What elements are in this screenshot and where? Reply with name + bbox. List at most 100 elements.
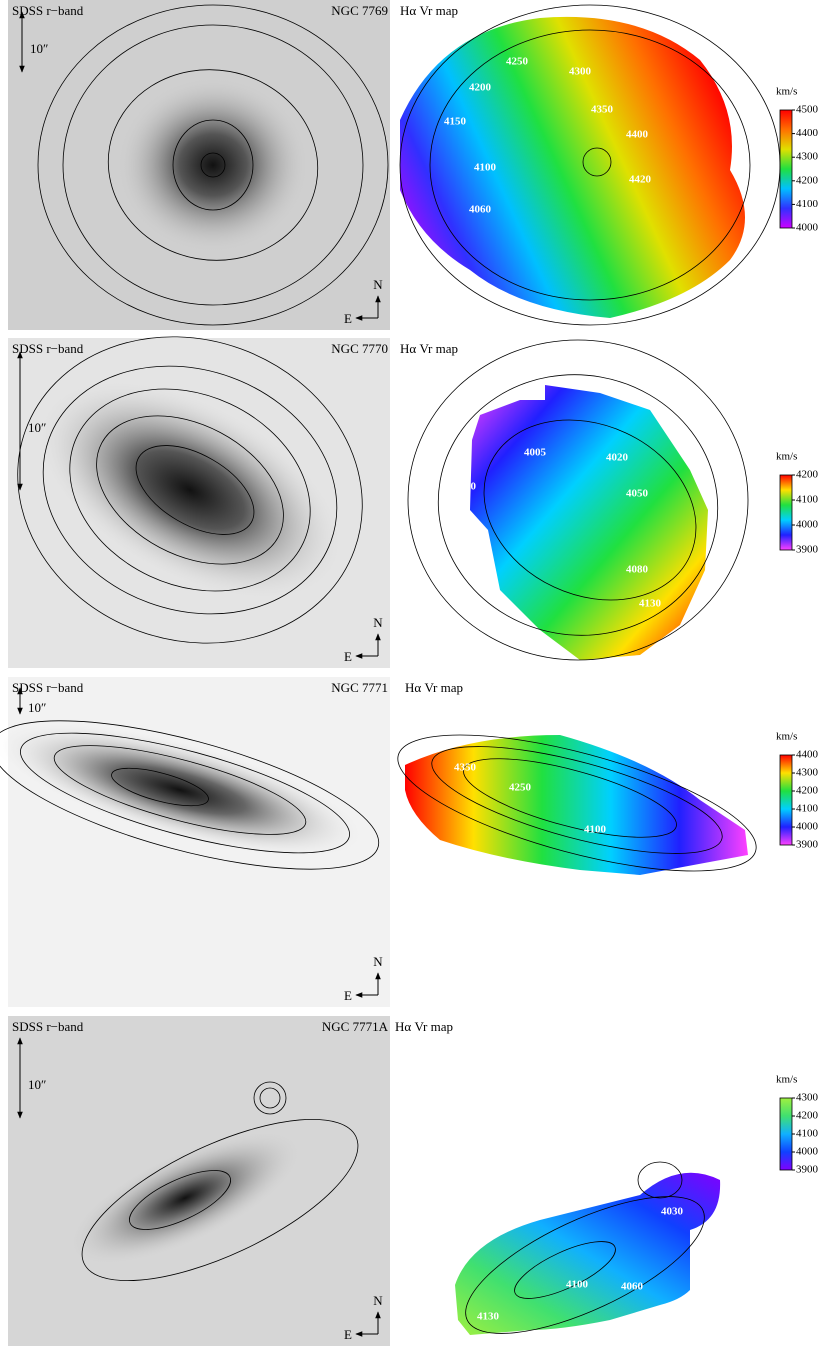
compass-e-label: E [344,649,352,664]
isophote [111,767,209,807]
galaxy-light [36,379,344,601]
colorbar [779,109,793,229]
panel-row: SDSS r−band NGC 7771A 10″ N E Hα Vr map 4030 41… [8,1016,819,1346]
colorbar-unit: km/s [776,451,797,463]
isophote [259,1087,281,1109]
compass-n-label: N [373,1293,383,1308]
map-isophote [465,1196,705,1334]
colorbar-tick-label: 4400 [796,127,819,139]
contour-label: 4250 [509,782,532,794]
colorbar-tick-label: 4200 [796,1110,819,1122]
isophote [81,1118,359,1282]
contour-label: 4100 [474,162,497,174]
compass-e-label: E [344,1327,352,1342]
compass-n-label: N [373,615,383,630]
map-isophote [582,147,612,177]
colorbar-tick-label: 4100 [796,494,819,506]
galaxy-name: NGC 7770 [331,341,388,356]
contour-label: 4200 [469,82,492,94]
band-label: SDSS r−band [12,3,84,18]
colorbar-tick-label: 3900 [796,544,819,556]
map-isophote [463,758,677,838]
colorbar-tick-label: 4100 [796,1128,819,1140]
scale-label: 10″ [28,420,46,435]
contour-label: 4250 [506,56,529,68]
contour-label: 4030 [661,1206,684,1218]
galaxy-name: NGC 7771A [322,1019,389,1034]
colorbar-tick-label: 4100 [796,803,819,815]
contour-label: 4350 [591,104,614,116]
galaxy-name: NGC 7769 [331,3,388,18]
isophote [200,152,226,178]
isophote [42,365,338,615]
map-isophote [431,746,723,854]
colorbar-tick-label: 4200 [796,785,819,797]
colorbar-tick-label: 4200 [796,174,819,186]
map-isophote [397,734,757,872]
contour-label: 4400 [626,129,649,141]
scale-label: 10″ [28,700,46,715]
colorbar-tick-label: 4300 [796,151,819,163]
colorbar [779,1097,793,1171]
velocity-map [470,385,708,660]
map-isophote [483,419,697,601]
isophote [253,1081,287,1115]
colorbar-tick-label: 4400 [796,749,819,761]
band-label: SDSS r−band [12,1019,84,1034]
colorbar-tick-label: 3900 [796,839,819,851]
contour-label: 4130 [477,1311,500,1323]
isophote [0,720,380,870]
compass-n-label: N [373,954,383,969]
isophote [53,745,307,835]
contour-label: 4100 [584,824,607,836]
scale-label: 10″ [28,1077,46,1092]
band-label: SDSS r−band [12,680,84,695]
contour-label: 4150 [444,116,467,128]
contour-label: 4300 [569,66,592,78]
isophote [135,445,255,535]
colorbar-unit: km/s [776,1074,797,1086]
velocity-map [400,16,745,319]
colorbar-tick-label: 4000 [796,821,819,833]
isophote [69,388,311,592]
isophote [107,69,319,261]
colorbar-tick-label: 4000 [796,1146,819,1158]
isophote [17,336,363,644]
isophote [62,24,364,306]
galaxy-light [117,77,309,253]
panel-row: SDSS r−band NGC 7769 10″ N E Hα Vr map 4250 430… [8,0,819,330]
contour-label: 4020 [606,452,629,464]
scale-label: 10″ [30,41,48,56]
colorbar-tick-label: 3900 [796,1164,819,1176]
compass-e-label: E [344,988,352,1003]
colorbar-tick-label: 4000 [796,222,819,234]
map-isophote [514,1241,616,1299]
colorbar-tick-label: 4300 [796,767,819,779]
map-title: Hα Vr map [405,680,463,695]
contour-label: 4420 [629,174,652,186]
contour-label: 4060 [621,1281,644,1293]
colorbar-unit: km/s [776,731,797,743]
map-isophote [407,339,749,661]
isophote [37,4,389,326]
map-title: Hα Vr map [395,1019,453,1034]
galaxy-name: NGC 7771 [331,680,388,695]
colorbar-tick-label: 4200 [796,469,819,481]
isophote [172,119,254,211]
velocity-map [405,735,748,875]
map-isophote [429,29,751,301]
compass-e-label: E [344,311,352,326]
contour-label: 4350 [454,762,477,774]
contour-label: 4060 [469,204,492,216]
colorbar [779,474,793,551]
map-isophote [637,1161,683,1199]
galaxy-light [0,722,366,858]
velocity-map [455,1172,721,1335]
contour-label: 4005 [524,447,547,459]
colorbar-tick-label: 4300 [796,1092,819,1104]
map-title: Hα Vr map [400,3,458,18]
colorbar-tick-label: 4500 [796,104,819,116]
map-isophote [437,374,719,636]
